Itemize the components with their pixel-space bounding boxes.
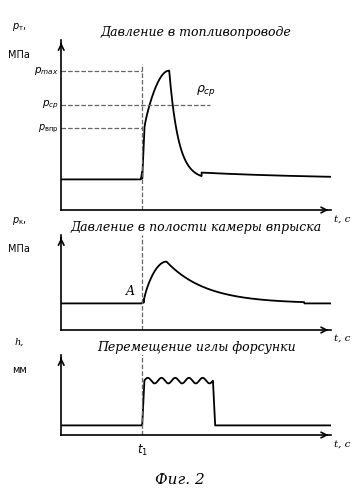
Text: t, с: t, с (334, 334, 350, 343)
Text: Фиг. 2: Фиг. 2 (155, 474, 205, 488)
Text: $p_{\text{к}},$: $p_{\text{к}},$ (12, 216, 27, 228)
Text: t, с: t, с (334, 214, 350, 223)
Text: мм: мм (12, 365, 27, 375)
Text: $t_1$: $t_1$ (137, 442, 148, 458)
Text: t, с: t, с (334, 440, 350, 449)
Text: h,: h, (15, 338, 24, 347)
Text: МПа: МПа (8, 50, 30, 60)
Text: МПа: МПа (8, 244, 30, 254)
Text: $p_{cp}$: $p_{cp}$ (42, 98, 58, 111)
Title: Перемещение иглы форсунки: Перемещение иглы форсунки (97, 341, 296, 354)
Title: Давление в топливопроводе: Давление в топливопроводе (101, 26, 292, 39)
Text: A: A (126, 284, 135, 298)
Text: $p_{max}$: $p_{max}$ (34, 64, 58, 76)
Text: $\rho_{cp}$: $\rho_{cp}$ (196, 83, 216, 98)
Title: Давление в полости камеры впрыска: Давление в полости камеры впрыска (71, 221, 322, 234)
Text: $p_{\text{т}},$: $p_{\text{т}},$ (12, 21, 27, 33)
Text: $p_{\text{впр}}$: $p_{\text{впр}}$ (38, 122, 58, 134)
